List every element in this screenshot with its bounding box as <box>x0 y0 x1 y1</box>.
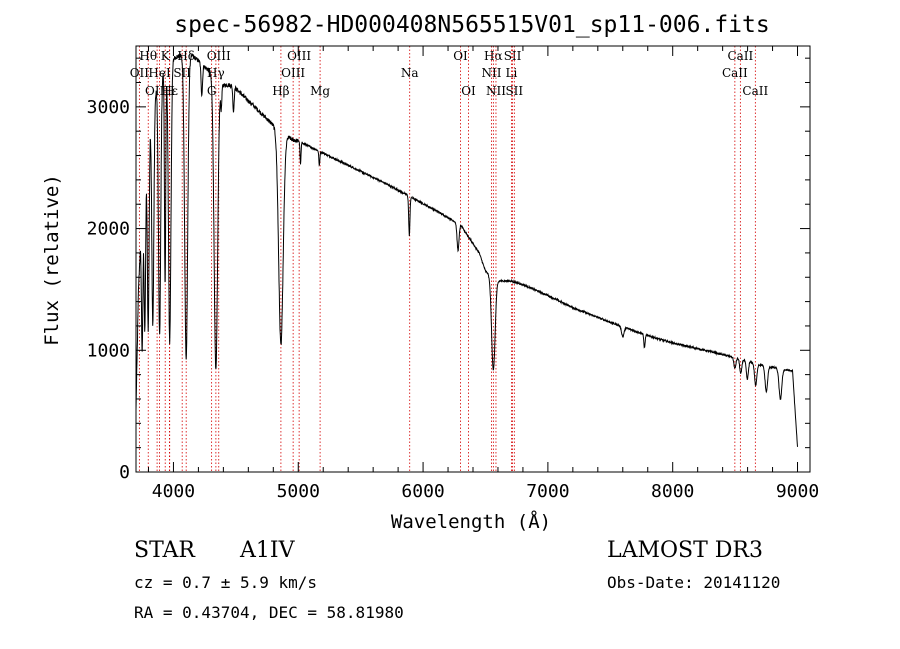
line-marker-label: NII <box>486 84 506 98</box>
line-marker-label: K <box>161 49 171 63</box>
obs-date-text: Obs-Date: 20141120 <box>607 573 781 592</box>
x-tick-label: 6000 <box>401 481 444 502</box>
line-marker-label: H <box>164 84 174 98</box>
line-marker-label: OIII <box>207 49 231 63</box>
subclass-label: A1IV <box>240 538 295 563</box>
line-marker-label: Hε <box>161 84 178 98</box>
x-axis-label: Wavelength (Å) <box>391 510 551 533</box>
line-marker-label: OII <box>130 66 150 80</box>
line-marker-label: CaII <box>742 84 768 98</box>
line-marker-label: CaII <box>727 49 753 63</box>
line-marker-label: OI <box>453 49 468 63</box>
line-marker-label: Hβ <box>272 84 289 98</box>
coordinates-text: RA = 0.43704, DEC = 58.81980 <box>134 603 404 622</box>
line-marker-label: NII <box>481 66 501 80</box>
line-marker-label: Hγ <box>207 66 225 80</box>
line-marker-label: SII <box>505 84 523 98</box>
line-marker-label: Mg <box>310 84 330 98</box>
line-marker-label: Hθ <box>139 49 157 63</box>
chart-title: spec-56982-HD000408N565515V01_sp11-006.f… <box>174 12 769 38</box>
line-marker-label: OIII <box>281 66 305 80</box>
redshift-text: cz = 0.7 ± 5.9 km/s <box>134 573 318 592</box>
y-tick-label: 0 <box>119 462 130 483</box>
line-marker-label: OI <box>461 84 476 98</box>
x-tick-label: 9000 <box>776 481 819 502</box>
y-axis-label: Flux (relative) <box>41 174 63 346</box>
line-marker-label: SII <box>504 49 522 63</box>
line-marker-label: Li <box>506 66 518 80</box>
line-marker-label: Na <box>401 66 419 80</box>
x-tick-label: 8000 <box>651 481 694 502</box>
line-marker-label: HeI <box>148 66 171 80</box>
axis-ticks: 4000 5000 6000 7000 8000 9000 0 1000 2000 3000 <box>87 46 819 502</box>
y-tick-label: 2000 <box>87 219 130 240</box>
line-marker-label: CaII <box>722 66 748 80</box>
x-tick-label: 7000 <box>526 481 569 502</box>
y-tick-label: 1000 <box>87 340 130 361</box>
survey-label: LAMOST DR3 <box>607 538 763 563</box>
y-tick-label: 3000 <box>87 97 130 118</box>
x-tick-label: 4000 <box>152 481 195 502</box>
line-marker-label: Hα <box>484 49 503 63</box>
line-marker-label: OIII <box>287 49 311 63</box>
class-label: STAR <box>134 538 195 563</box>
x-tick-label: 5000 <box>277 481 320 502</box>
plot-frame <box>135 45 811 473</box>
spectrum-line <box>135 53 798 447</box>
